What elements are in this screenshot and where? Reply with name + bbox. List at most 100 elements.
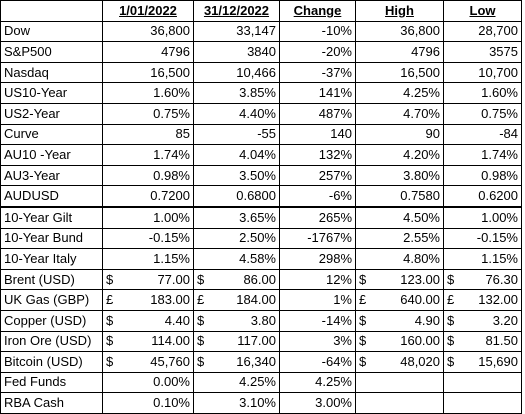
cell-high bbox=[355, 371, 444, 394]
cell-start: 0.98% bbox=[102, 164, 194, 187]
table-row: AUDUSD 0.7200 0.6800 -6% 0.7580 0.6200 bbox=[0, 185, 522, 208]
cell-value: 3.80 bbox=[250, 312, 276, 328]
cell-high: 4796 bbox=[355, 41, 444, 63]
table-row: 10-Year Gilt 1.00% 3.65% 265% 4.50% 1.00% bbox=[0, 205, 522, 229]
cell-value: 640.00 bbox=[400, 292, 440, 308]
row-label: US10-Year bbox=[0, 82, 103, 104]
cell-change: -10% bbox=[279, 20, 356, 43]
header-start-date: 1/01/2022 bbox=[102, 0, 194, 22]
row-label: UK Gas (GBP) bbox=[0, 289, 103, 311]
cell-value: 76.30 bbox=[485, 271, 518, 287]
row-label: US2-Year bbox=[0, 102, 103, 125]
cell-end: 3.50% bbox=[193, 164, 280, 187]
cell-change: 1% bbox=[279, 289, 356, 311]
row-label: 10-Year Gilt bbox=[0, 205, 103, 229]
cell-low: 0.75% bbox=[443, 102, 522, 125]
table-body: Dow 36,800 33,147 -10% 36,800 28,700 S&P500 479… bbox=[0, 20, 522, 414]
cell-change: -14% bbox=[279, 309, 356, 332]
cell-high: 4.20% bbox=[355, 144, 444, 166]
cell-high: $48,020 bbox=[355, 351, 444, 373]
cell-start: 1.00% bbox=[102, 205, 194, 229]
table-row: 10-Year Bund -0.15% 2.50% -1767% 2.55% -0.15% bbox=[0, 227, 522, 250]
cell-change: 487% bbox=[279, 102, 356, 125]
cell-low: 1.60% bbox=[443, 82, 522, 104]
cell-value: 15,690 bbox=[478, 353, 518, 369]
cell-value: 114.00 bbox=[151, 333, 190, 349]
row-label: 10-Year Italy bbox=[0, 248, 103, 270]
row-label: 10-Year Bund bbox=[0, 227, 103, 250]
cell-end: 33,147 bbox=[193, 20, 280, 43]
cell-high: 4.80% bbox=[355, 248, 444, 270]
cell-high: 36,800 bbox=[355, 20, 444, 43]
table-row: AU10 -Year 1.74% 4.04% 132% 4.20% 1.74% bbox=[0, 144, 522, 166]
cell-value: 86.00 bbox=[243, 271, 276, 287]
cell-start: 4796 bbox=[102, 41, 194, 63]
cell-high: 16,500 bbox=[355, 61, 444, 84]
currency-symbol: $ bbox=[359, 333, 367, 349]
cell-high bbox=[355, 392, 444, 414]
cell-end: $117.00 bbox=[193, 330, 280, 353]
row-label: AU10 -Year bbox=[0, 144, 103, 166]
cell-end: 10,466 bbox=[193, 61, 280, 84]
cell-end: 4.40% bbox=[193, 102, 280, 125]
cell-start: 1.60% bbox=[102, 82, 194, 104]
table-row: US2-Year 0.75% 4.40% 487% 4.70% 0.75% bbox=[0, 102, 522, 125]
cell-high: 4.25% bbox=[355, 82, 444, 104]
table-row: US10-Year 1.60% 3.85% 141% 4.25% 1.60% bbox=[0, 82, 522, 104]
currency-symbol: $ bbox=[197, 333, 205, 349]
row-label: Curve bbox=[0, 123, 103, 146]
cell-start: 0.00% bbox=[102, 371, 194, 394]
table-row: Dow 36,800 33,147 -10% 36,800 28,700 bbox=[0, 20, 522, 43]
row-label: Fed Funds bbox=[0, 371, 103, 394]
row-label: Copper (USD) bbox=[0, 309, 103, 332]
currency-symbol: $ bbox=[106, 353, 114, 369]
cell-low: $81.50 bbox=[443, 330, 522, 353]
cell-value: 160.00 bbox=[400, 333, 440, 349]
currency-symbol: $ bbox=[197, 312, 205, 328]
header-label-cell bbox=[0, 0, 103, 22]
cell-start: 36,800 bbox=[102, 20, 194, 43]
cell-start: 0.7200 bbox=[102, 185, 194, 208]
cell-low: -84 bbox=[443, 123, 522, 146]
currency-symbol: $ bbox=[197, 271, 205, 287]
table-row: Bitcoin (USD) $45,760 $16,340 -64% $48,020 $1… bbox=[0, 351, 522, 373]
cell-value: 77.00 bbox=[157, 271, 190, 287]
cell-low: 1.74% bbox=[443, 144, 522, 166]
currency-symbol: $ bbox=[447, 333, 455, 349]
cell-low: 28,700 bbox=[443, 20, 522, 43]
cell-low: 1.15% bbox=[443, 248, 522, 270]
currency-symbol: £ bbox=[447, 292, 455, 308]
cell-change: -6% bbox=[279, 185, 356, 208]
cell-end: $86.00 bbox=[193, 268, 280, 291]
currency-symbol: $ bbox=[359, 312, 367, 328]
cell-start: -0.15% bbox=[102, 227, 194, 250]
cell-change: 3.00% bbox=[279, 392, 356, 414]
cell-high: 90 bbox=[355, 123, 444, 146]
cell-change: 4.25% bbox=[279, 371, 356, 394]
cell-low: 3575 bbox=[443, 41, 522, 63]
cell-value: 81.50 bbox=[485, 333, 518, 349]
currency-symbol: $ bbox=[197, 353, 205, 369]
cell-low: $3.20 bbox=[443, 309, 522, 332]
cell-start: 0.10% bbox=[102, 392, 194, 414]
cell-end: 4.04% bbox=[193, 144, 280, 166]
table-row: Nasdaq 16,500 10,466 -37% 16,500 10,700 bbox=[0, 61, 522, 84]
row-label: AU3-Year bbox=[0, 164, 103, 187]
cell-value: 45,760 bbox=[150, 353, 190, 369]
cell-start: $77.00 bbox=[102, 268, 194, 291]
cell-low bbox=[443, 371, 522, 394]
cell-high: $160.00 bbox=[355, 330, 444, 353]
cell-high: $4.90 bbox=[355, 309, 444, 332]
currency-symbol: £ bbox=[106, 292, 114, 308]
cell-low: $15,690 bbox=[443, 351, 522, 373]
cell-change: -20% bbox=[279, 41, 356, 63]
cell-low: 0.98% bbox=[443, 164, 522, 187]
currency-symbol: $ bbox=[447, 312, 455, 328]
cell-high: 4.50% bbox=[355, 205, 444, 229]
cell-start: £183.00 bbox=[102, 289, 194, 311]
cell-start: 85 bbox=[102, 123, 194, 146]
cell-value: 183.00 bbox=[150, 292, 190, 308]
cell-end: 3.10% bbox=[193, 392, 280, 414]
cell-value: 123.00 bbox=[400, 271, 440, 287]
cell-end: 4.25% bbox=[193, 371, 280, 394]
